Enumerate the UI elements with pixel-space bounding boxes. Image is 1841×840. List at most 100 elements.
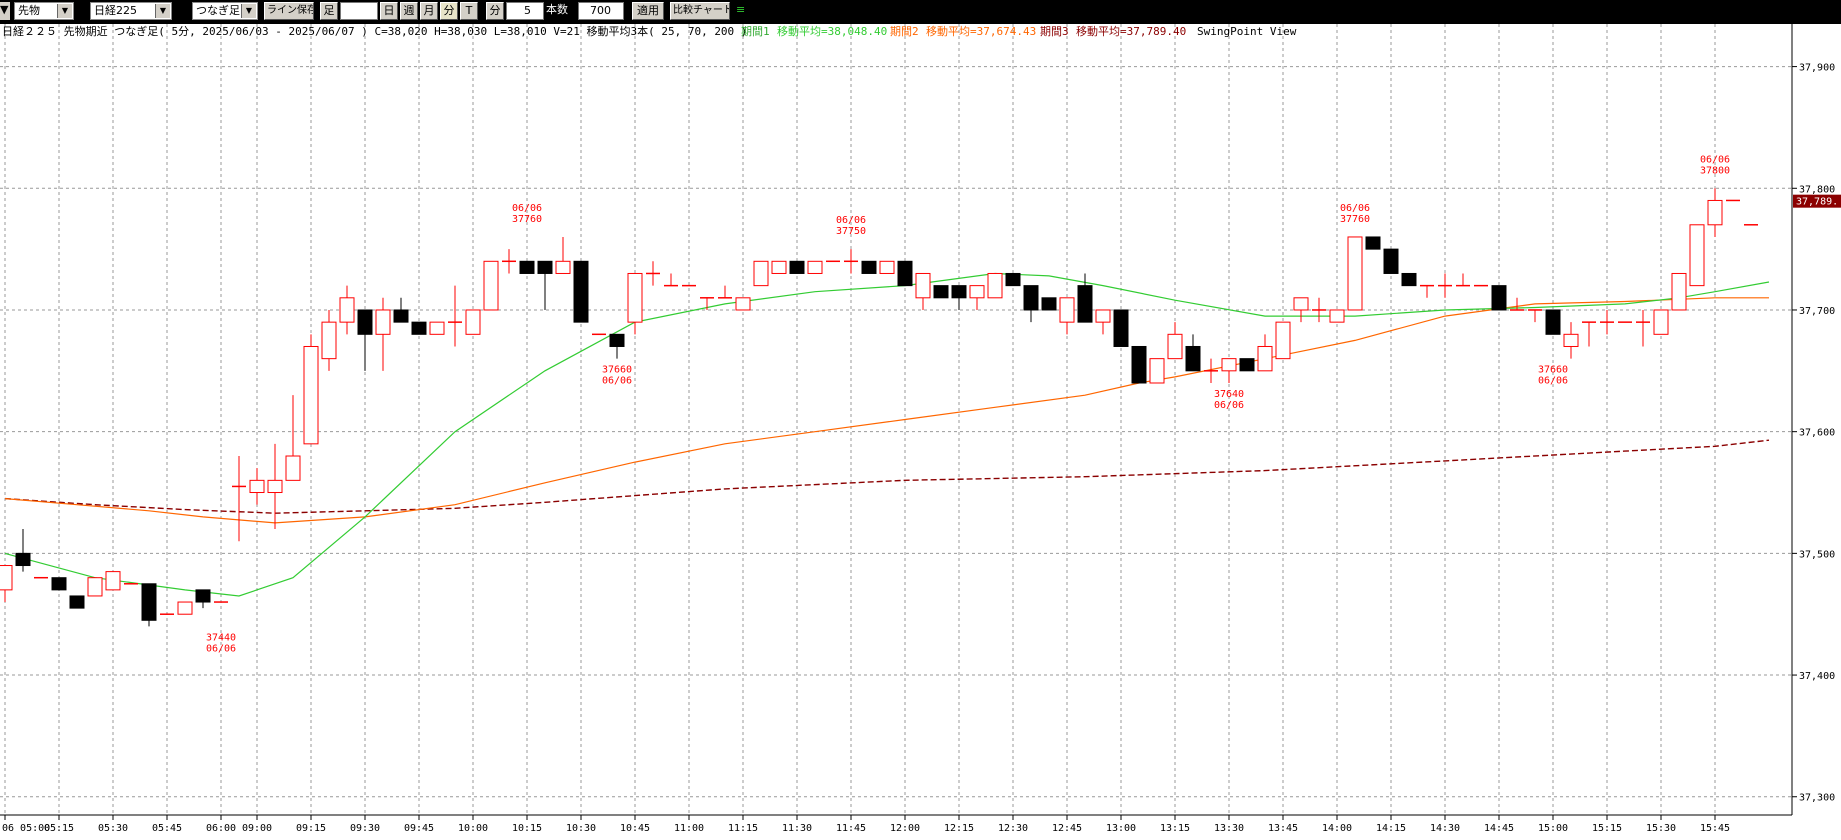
ashi-button[interactable]: 足 — [320, 2, 338, 20]
x-tick-label: 11:15 — [728, 823, 758, 834]
swing-label: 37750 — [836, 226, 866, 237]
day-button[interactable]: 日 — [380, 2, 398, 20]
y-tick-label: 37,700 — [1799, 306, 1835, 317]
candle-body — [393, 309, 409, 323]
candle-body — [375, 309, 391, 335]
minute-button[interactable]: 分 — [440, 2, 458, 20]
x-tick-label: 15:15 — [1592, 823, 1622, 834]
ma200-line — [4, 439, 1770, 514]
candle-body — [951, 285, 967, 299]
ashi-input[interactable] — [340, 2, 378, 20]
x-tick-label: 13:00 — [1106, 823, 1136, 834]
candle-body — [1401, 272, 1417, 287]
line-save-button[interactable]: ライン保存 — [264, 2, 314, 20]
candle-body — [1005, 272, 1021, 287]
x-tick-label: 12:15 — [944, 823, 974, 834]
week-button[interactable]: 週 — [400, 2, 418, 20]
candle-body — [1383, 248, 1399, 274]
candle-body — [429, 321, 445, 335]
period1-label: 期間1 — [741, 25, 770, 38]
tick-button[interactable]: T — [460, 2, 478, 20]
y-tick-label: 37,500 — [1799, 549, 1835, 560]
menu-lines-icon[interactable]: ≡ — [736, 3, 746, 16]
current-price-badge — [1793, 194, 1841, 208]
x-tick-label: 15:00 — [1538, 823, 1568, 834]
apply-button[interactable]: 適用 — [632, 2, 664, 20]
candle-body — [1491, 285, 1507, 311]
candle-body — [267, 479, 283, 494]
candle-body — [915, 272, 931, 299]
toolbar: ▼ 先物 ▼ 日経225 ▼ つなぎ足 ▼ ライン保存 足 日 週 月 分 T … — [0, 0, 1841, 24]
x-tick-label: 06:00 — [206, 823, 236, 834]
candle-body — [1221, 358, 1237, 372]
swing-label: 06/06 — [602, 376, 632, 387]
swing-label: 37660 — [602, 365, 632, 376]
x-tick-label: 09:30 — [350, 823, 380, 834]
count-input[interactable]: 700 — [578, 2, 624, 20]
candle-body — [249, 479, 265, 494]
x-tick-label: 10:30 — [566, 823, 596, 834]
candle-body — [987, 272, 1003, 299]
swing-annotations: 3744006/0606/06377603766006/0606/0637750… — [206, 154, 1730, 654]
swing-label: 06/06 — [206, 643, 236, 654]
period3-value: 移動平均=37,789.40 — [1076, 24, 1186, 38]
candle-body — [807, 260, 823, 274]
candle-body — [1293, 297, 1309, 311]
x-tick-label: 05:45 — [152, 823, 182, 834]
candle-body — [1671, 272, 1687, 311]
candle-body — [1131, 345, 1147, 384]
x-tick-label: 15:30 — [1646, 823, 1676, 834]
interval-input[interactable]: 5 — [506, 2, 544, 20]
y-tick-label: 37,900 — [1799, 63, 1835, 74]
candle-body — [789, 260, 805, 274]
candle-body — [1023, 285, 1039, 311]
candle-body — [69, 595, 85, 609]
symbol-select-value: 日経225 — [94, 4, 137, 17]
swing-label: 37760 — [512, 214, 542, 225]
candle-body — [1041, 297, 1057, 311]
fun-button[interactable]: 分 — [486, 2, 504, 20]
candle-body — [1563, 333, 1579, 347]
market-select[interactable]: 先物 ▼ — [14, 2, 74, 20]
candle-body — [771, 260, 787, 274]
candle-body — [933, 285, 949, 299]
swing-label: 06/06 — [1340, 203, 1370, 214]
x-tick-label: 13:30 — [1214, 823, 1244, 834]
swing-label: 06/06 — [512, 203, 542, 214]
chart-kind-select[interactable]: つなぎ足 ▼ — [192, 2, 258, 20]
x-tick-label: 12:45 — [1052, 823, 1082, 834]
x-tick-label: 14:15 — [1376, 823, 1406, 834]
candle-body — [411, 321, 427, 335]
x-tick-label: 13:15 — [1160, 823, 1190, 834]
symbol-select[interactable]: 日経225 ▼ — [90, 2, 172, 20]
month-button[interactable]: 月 — [420, 2, 438, 20]
candle-body — [105, 571, 121, 591]
moving-averages — [4, 272, 1770, 597]
candle-body — [483, 260, 499, 311]
chart-area: 3744006/0606/06377603766006/0606/0637750… — [0, 24, 1841, 840]
market-prefix-arrow[interactable]: ▼ — [0, 2, 10, 20]
candle-body — [609, 333, 625, 347]
candle-body — [735, 297, 751, 311]
x-tick-label: 15:45 — [1700, 823, 1730, 834]
x-tick-label: 10:15 — [512, 823, 542, 834]
compare-chart-button[interactable]: 比較チャート — [670, 2, 730, 20]
candle-body — [519, 260, 535, 274]
candle-body — [1689, 224, 1705, 287]
y-tick-label: 37,300 — [1799, 793, 1835, 804]
swing-label: 37800 — [1700, 165, 1730, 176]
candle-body — [1653, 309, 1669, 335]
x-tick-label: 14:45 — [1484, 823, 1514, 834]
candle-body — [1545, 309, 1561, 335]
candle-body — [15, 552, 31, 567]
chevron-down-icon: ▼ — [57, 4, 72, 18]
period1-value: 移動平均=38,048.40 — [777, 24, 887, 38]
candle-body — [141, 583, 157, 621]
x-tick-label: 06 05:00 — [2, 823, 50, 834]
swing-label: 06/06 — [1538, 376, 1568, 387]
x-tick-label: 12:00 — [890, 823, 920, 834]
x-tick-label: 11:00 — [674, 823, 704, 834]
period2-label: 期間2 — [890, 25, 919, 38]
y-tick-label: 37,600 — [1799, 428, 1835, 439]
